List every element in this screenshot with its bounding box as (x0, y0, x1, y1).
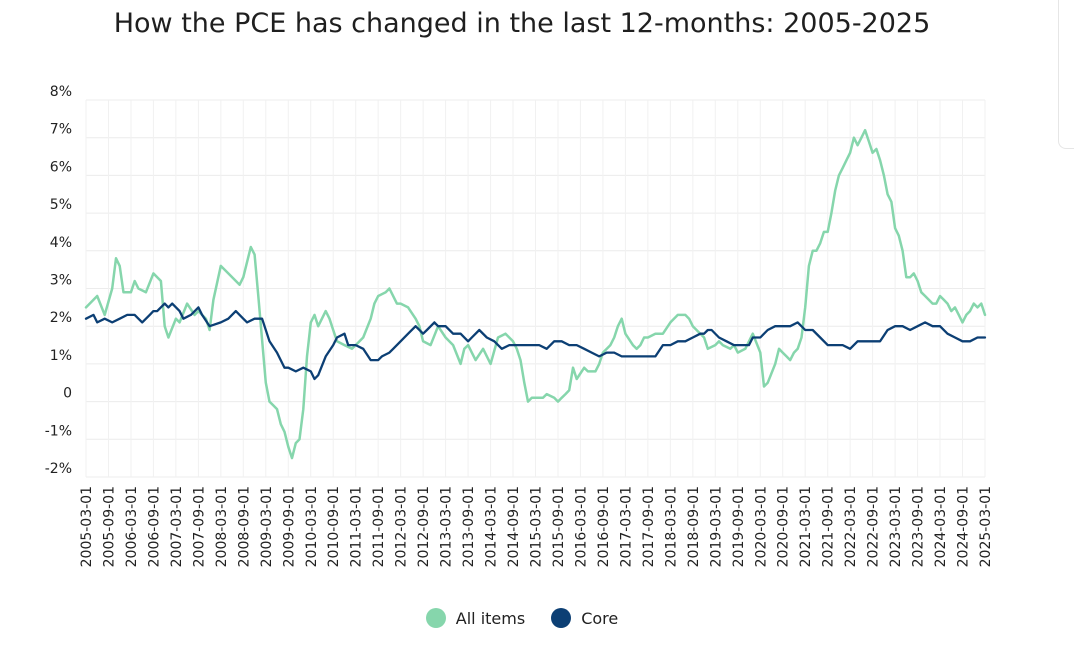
legend-item-core[interactable]: Core (551, 608, 618, 628)
x-tick-label: 2011-03-01 (349, 486, 365, 567)
x-tick-label: 2019-03-01 (708, 486, 724, 567)
x-tick-label: 2012-09-01 (416, 486, 432, 567)
x-tick-label: 2007-03-01 (169, 486, 185, 567)
x-tick-label: 2016-09-01 (596, 486, 612, 567)
y-tick-label: -1% (45, 423, 72, 439)
y-tick-label: 3% (50, 273, 72, 289)
x-tick-label: 2015-09-01 (551, 486, 567, 567)
y-tick-label: 1% (50, 348, 72, 364)
legend-label-core: Core (581, 608, 619, 628)
x-tick-label: 2019-09-01 (731, 486, 747, 567)
x-tick-label: 2010-09-01 (326, 486, 342, 567)
series-line-core[interactable] (84, 302, 987, 381)
x-tick-label: 2005-09-01 (101, 486, 117, 567)
x-tick-label: 2018-03-01 (663, 486, 679, 567)
x-tick-label: 2024-09-01 (956, 486, 972, 567)
x-tick-label: 2013-03-01 (439, 486, 455, 567)
x-tick-label: 2024-03-01 (933, 486, 949, 567)
legend-item-all-items[interactable]: All items (425, 608, 526, 628)
x-tick-label: 2008-03-01 (214, 486, 230, 567)
x-tick-label: 2009-09-01 (281, 486, 297, 567)
chart-title: How the PCE has changed in the last 12-m… (113, 8, 931, 39)
x-tick-label: 2006-03-01 (124, 486, 140, 567)
x-tick-label: 2005-03-01 (79, 486, 95, 567)
x-tick-label: 2011-09-01 (371, 486, 387, 567)
x-tick-label: 2008-09-01 (236, 486, 252, 567)
x-tick-label: 2017-09-01 (641, 486, 657, 567)
x-tick-label: 2022-09-01 (866, 486, 882, 567)
y-axis-ticks: 8% 7% 6% 5% 4% 3% 2% 1% 0 -1% -2% (45, 84, 72, 477)
x-tick-label: 2017-03-01 (618, 486, 634, 567)
y-tick-label: 5% (50, 197, 72, 213)
x-axis-ticks: 2005-03-01 2005-09-01 2006-03-01 2006-09-01… (79, 486, 994, 567)
y-tick-label: 4% (50, 235, 72, 251)
y-tick-label: 0 (63, 386, 72, 402)
x-tick-label: 2012-03-01 (394, 486, 410, 567)
series-line-all-items[interactable] (84, 128, 987, 460)
x-tick-label: 2016-03-01 (573, 486, 589, 567)
x-tick-label: 2021-09-01 (821, 486, 837, 567)
y-tick-label: -2% (45, 461, 72, 477)
legend: All items Core (0, 608, 1044, 628)
x-tick-label: 2015-03-01 (529, 486, 545, 567)
x-tick-label: 2014-03-01 (484, 486, 500, 567)
series-lines (84, 128, 987, 460)
side-panel-edge (1058, 0, 1074, 149)
x-tick-label: 2021-03-01 (798, 486, 814, 567)
x-tick-label: 2013-09-01 (461, 486, 477, 567)
y-tick-label: 6% (50, 159, 72, 175)
x-tick-label: 2010-03-01 (304, 486, 320, 567)
x-tick-label: 2023-03-01 (888, 486, 904, 567)
x-tick-label: 2025-03-01 (978, 486, 994, 567)
y-tick-label: 7% (50, 122, 72, 138)
legend-dot-core (551, 608, 572, 628)
x-tick-label: 2022-03-01 (843, 486, 859, 567)
x-tick-label: 2009-03-01 (259, 486, 275, 567)
y-tick-label: 2% (50, 310, 72, 326)
x-tick-label: 2020-09-01 (776, 486, 792, 567)
legend-label-all-items: All items (455, 608, 526, 628)
x-tick-label: 2006-09-01 (146, 486, 162, 567)
legend-dot-all-items (425, 608, 446, 628)
x-tick-label: 2007-09-01 (191, 486, 207, 567)
grid-lines (85, 99, 986, 478)
x-tick-label: 2018-09-01 (686, 486, 702, 567)
y-tick-label: 8% (50, 84, 72, 100)
x-tick-label: 2023-09-01 (911, 486, 927, 567)
x-tick-label: 2014-09-01 (506, 486, 522, 567)
x-tick-label: 2020-03-01 (753, 486, 769, 567)
